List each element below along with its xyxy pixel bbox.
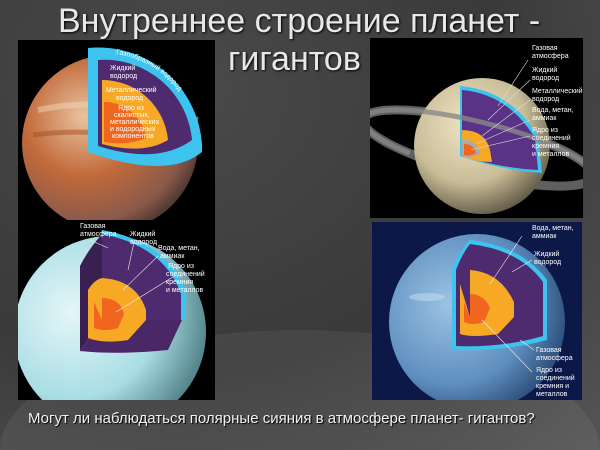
neptune-core-label: Ядро из соединений кремния и металлов <box>536 367 575 398</box>
neptune-cloud <box>409 293 445 301</box>
jupiter-metallic-label: Металлический водород <box>106 86 157 102</box>
saturn-core-label: Ядро из соединений кремния и металлов <box>532 127 571 158</box>
slide-title-line1: Внутреннее строение планет - <box>58 2 541 40</box>
uranus-diagram: Газовая атмосфера Жидкий водород Вода, мет… <box>18 220 215 400</box>
neptune-diagram: Вода, метан, аммиак Жидкий водород Газовая… <box>372 222 582 400</box>
jupiter-diagram: Газообразный водород Жидкий водород Метал… <box>18 40 215 220</box>
saturn-ices-label: Вода, метан, аммиак <box>532 107 574 122</box>
jupiter-core <box>104 101 146 144</box>
neptune-ices-label: Вода, метан, аммиак <box>532 225 574 240</box>
uranus-ices-label: Вода, метан, аммиак <box>158 245 200 260</box>
neptune-core <box>464 294 490 324</box>
jupiter-liquid-label: Жидкий водород <box>110 64 137 80</box>
slide-title-line2: гигантов <box>228 40 361 78</box>
uranus-leader-lines <box>89 239 177 313</box>
question-text: Могут ли наблюдаться полярные сияния в а… <box>28 410 535 427</box>
neptune-liquid-label: Жидкий водород <box>534 250 561 266</box>
neptune-leader-lines <box>481 235 535 373</box>
saturn-rings-front <box>370 107 583 189</box>
jupiter-core-label: Ядро из скалистых, металлических и водородн… <box>110 105 160 140</box>
neptune-gas-label: Газовая атмосфера <box>536 347 573 362</box>
saturn-gas-label: Газовая атмосфера <box>532 45 569 60</box>
uranus-gas-label: Газовая атмосфера <box>80 223 117 238</box>
saturn-liquid-label: Жидкий водород <box>532 66 559 82</box>
saturn-leader-lines <box>469 59 531 151</box>
saturn-diagram: Газовая атмосфера Жидкий водород Металличе… <box>370 38 583 218</box>
uranus-core <box>94 298 124 330</box>
uranus-core-label: Ядро из соединений кремния и металлов <box>166 263 205 294</box>
uranus-liquid-label: Жидкий водород <box>130 230 157 246</box>
saturn-metallic-label: Металлический водород <box>532 87 583 103</box>
